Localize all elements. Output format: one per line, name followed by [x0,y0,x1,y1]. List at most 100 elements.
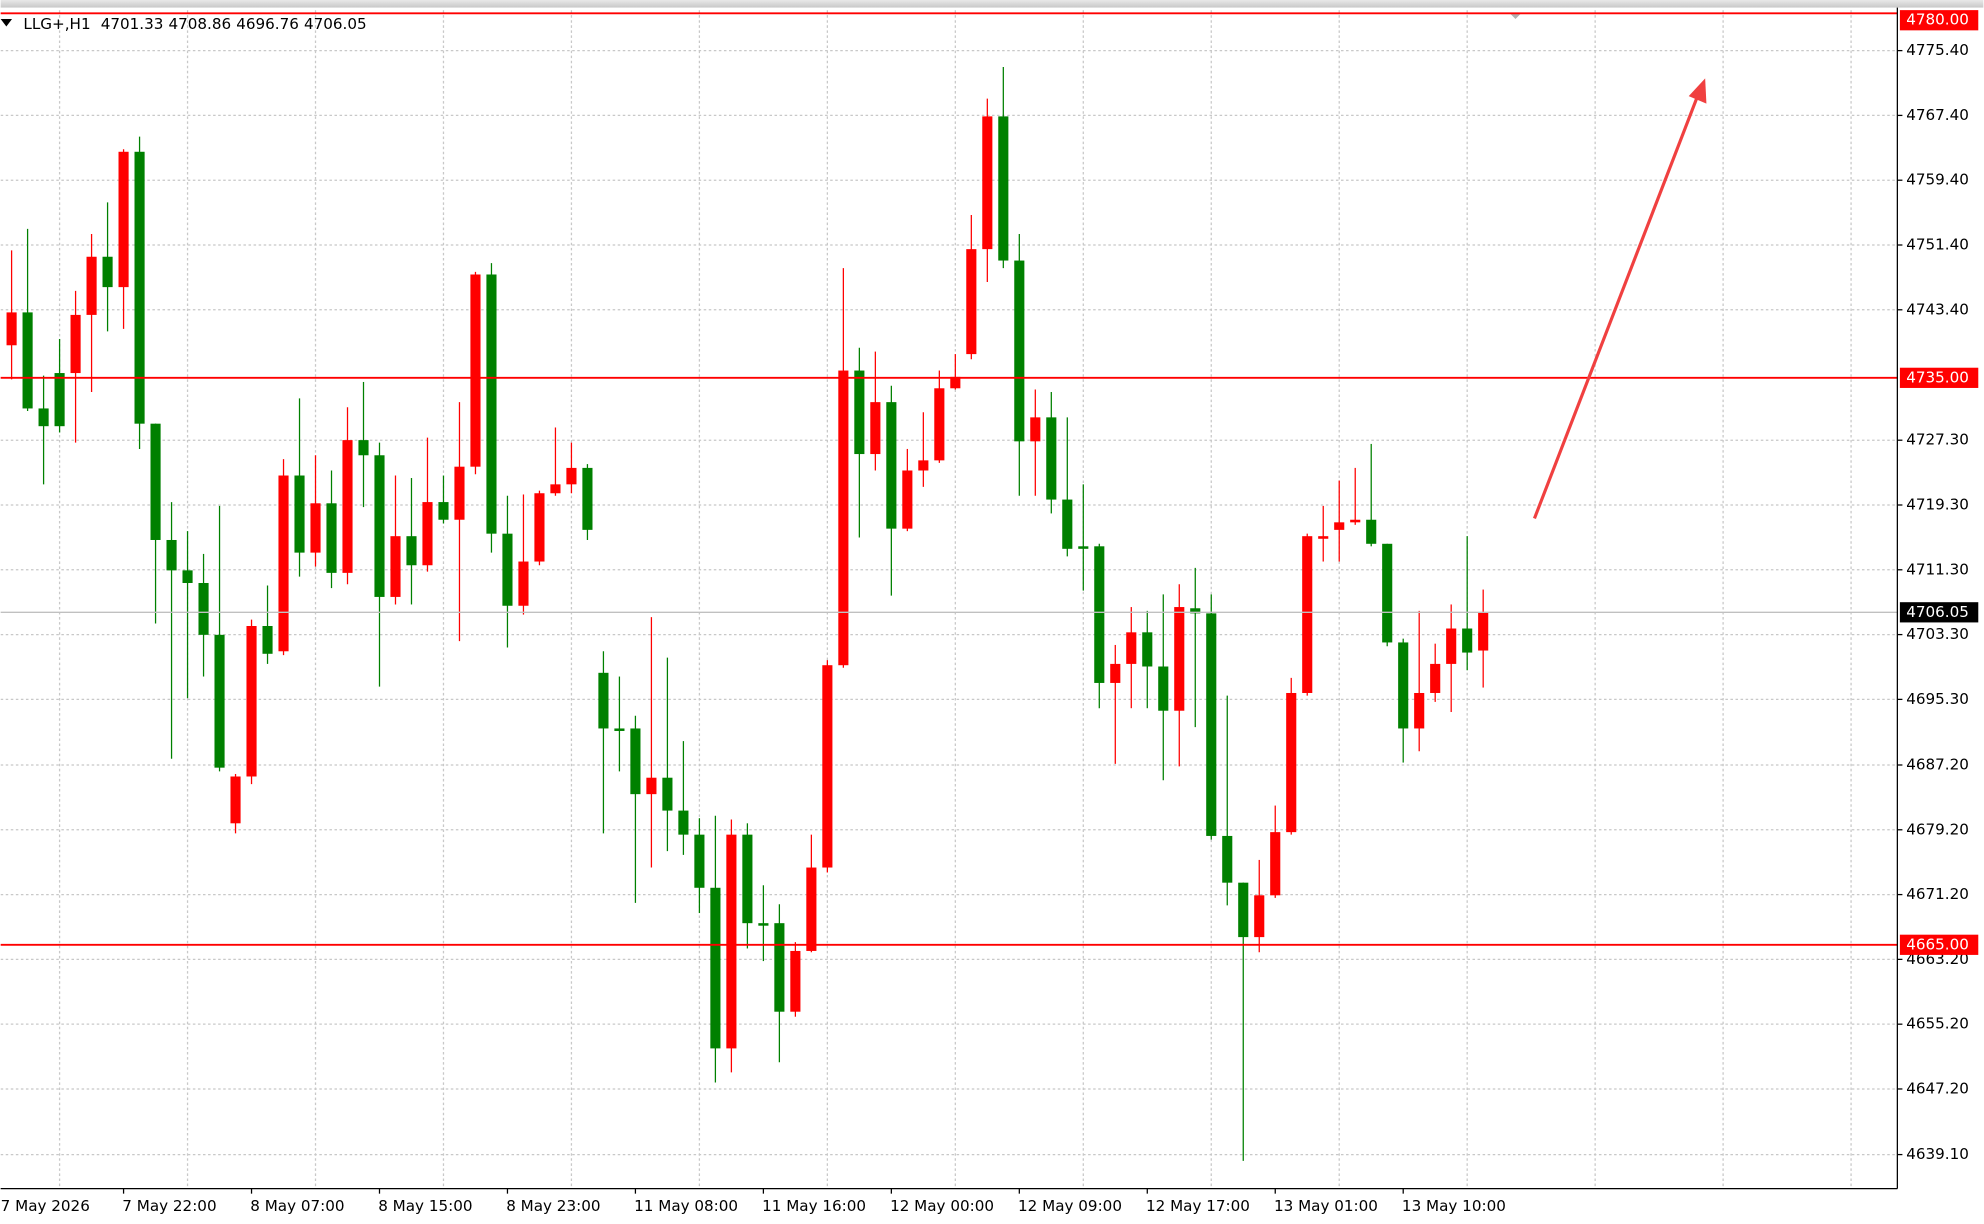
candle-body [1382,543,1393,643]
y-tick-label: 4671.20 [1906,885,1969,903]
level-label-box [1899,934,1979,955]
axis-layer: 4639.104647.204655.204663.204671.204679.… [1,41,1969,1215]
x-tick-label: 8 May 15:00 [378,1197,472,1215]
candle-body [710,887,721,1049]
candle-body [1414,692,1425,729]
candle-body [1462,628,1473,653]
level-label-box [1899,10,1979,31]
candle-body [758,923,769,926]
header-text: LLG+,H1 4701.33 4708.86 4696.76 4706.05 [23,15,366,33]
candle-body [662,777,673,811]
candle-body [886,402,897,529]
candle-body [22,312,33,409]
candle-body [1206,613,1217,836]
candle-body [1478,612,1489,651]
candle-body [150,423,161,540]
lines-layer [0,12,1898,946]
x-tick-label: 13 May 10:00 [1402,1197,1506,1215]
candle-body [598,672,609,729]
candle-body [1398,642,1409,729]
candle-body [1062,499,1073,549]
candle-body [1446,628,1457,664]
y-tick-label: 4647.20 [1906,1079,1969,1097]
candle-body [966,249,977,355]
candle-body [102,256,113,288]
candle-body [1286,692,1297,833]
y-tick-label: 4743.40 [1906,300,1969,318]
candle-body [406,536,417,566]
candle-body [982,116,993,250]
y-tick-label: 4687.20 [1906,755,1969,773]
y-tick-label: 4695.30 [1906,690,1969,708]
candle-body [950,376,961,389]
candle-body [678,810,689,835]
candle-body [998,116,1009,261]
candle-body [1190,608,1201,614]
candle-body [742,834,753,924]
x-tick-label: 12 May 17:00 [1146,1197,1250,1215]
candle-body [902,470,913,529]
y-tick-label: 4759.40 [1906,171,1969,189]
candle-body [502,533,513,606]
candle-body [1302,536,1313,693]
x-tick-label: 8 May 23:00 [506,1197,600,1215]
candle-body [422,502,433,566]
candle-body [518,561,529,606]
current-price-box [1899,602,1979,623]
candle-body [38,408,49,427]
candle-body [134,151,145,424]
candle-body [326,503,337,573]
level-label: 4735.00 [1906,368,1969,386]
candle-body [54,373,65,427]
candle-body [1110,663,1121,683]
candle-body [390,536,401,597]
candle-body [1238,882,1249,938]
candle-body [230,776,241,824]
candle-body [550,484,561,494]
y-tick-label: 4655.20 [1906,1015,1969,1033]
x-tick-label: 13 May 01:00 [1274,1197,1378,1215]
candle-body [870,402,881,455]
header: LLG+,H1 4701.33 4708.86 4696.76 4706.05 [0,15,367,33]
candle-body [1254,895,1265,938]
candle-body [918,460,929,471]
candle-body [566,467,577,485]
candle-body [534,493,545,562]
candle-body [0,377,1,654]
top-bar [0,0,1984,8]
candle-body [278,475,289,652]
y-tick-label: 4703.30 [1906,625,1969,643]
candle-body [614,728,625,731]
candle-body [118,151,129,288]
level-label-box [1899,367,1979,388]
candle-body [1126,632,1137,664]
candle-body [806,867,817,951]
level-label: 4665.00 [1906,935,1969,953]
candle-body [1430,663,1441,693]
arrow-head [1688,78,1707,104]
candle-body [342,440,353,573]
candle-body [86,256,97,315]
candle-body [438,502,449,520]
level-label: 4780.00 [1906,11,1969,29]
y-tick-label: 4639.10 [1906,1145,1969,1163]
candle-body [1158,666,1169,711]
candle-body [1014,260,1025,442]
candle-body [310,503,321,553]
candle-body [70,314,81,374]
candle-body [214,634,225,768]
y-tick-label: 4767.40 [1906,106,1969,124]
candle-body [1318,536,1329,539]
arrow-shaft [1532,95,1700,519]
candle-body [854,370,865,455]
candle-body [470,274,481,467]
candle-body [246,626,257,777]
y-tick-label: 4679.20 [1906,820,1969,838]
candle-body [1142,632,1153,667]
candle-body [822,665,833,868]
y-tick-label: 4727.30 [1906,431,1969,449]
y-tick-label: 4751.40 [1906,236,1969,254]
candle-body [1222,835,1233,883]
candle-body [1078,546,1089,549]
